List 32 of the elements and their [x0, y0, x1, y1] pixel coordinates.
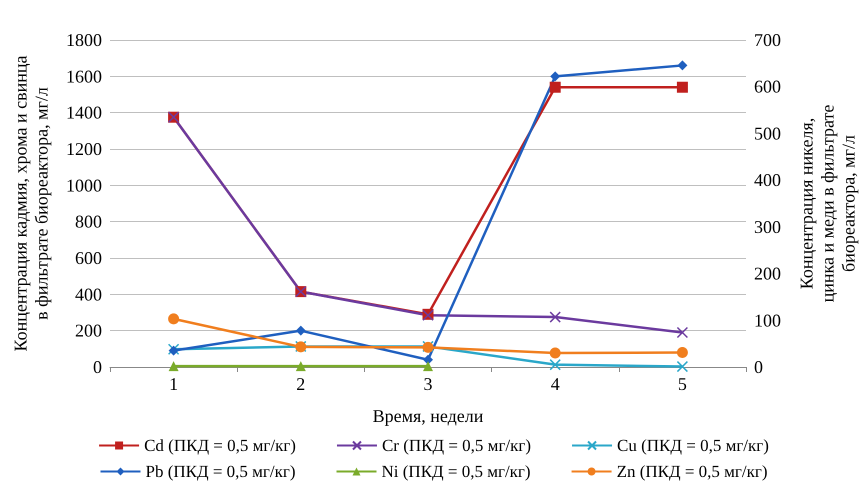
y-tick-label: 800 — [75, 212, 102, 232]
y-tick-label: 1000 — [66, 175, 102, 196]
legend-label: Zn (ПКД = 0,5 мг/кг) — [616, 462, 768, 481]
y2-tick-label: 0 — [754, 357, 763, 377]
x-tick-label: 5 — [678, 374, 687, 394]
y-tick-label: 1600 — [66, 66, 102, 86]
legend-label: Cd (ПКД = 0,5 мг/кг) — [144, 436, 296, 455]
y2-axis-title: Концентрация никеля, цинка и меди в фильтрате биореактора, мг/л — [796, 104, 858, 302]
x-tick-label: 3 — [424, 374, 432, 394]
legend-label: Cu (ПКД = 0,5 мг/кг) — [617, 436, 769, 455]
legend-label: Pb (ПКД = 0,5 мг/кг) — [145, 462, 296, 481]
y2-tick-label: 200 — [754, 264, 781, 284]
legend-label: Cr (ПКД = 0,5 мг/кг) — [382, 436, 532, 455]
y2-tick-label: 300 — [754, 216, 781, 237]
y2-tick-label: 600 — [754, 76, 781, 97]
y-tick-label: 400 — [75, 284, 102, 304]
y-tick-label: 1200 — [66, 139, 102, 159]
y-tick-label: 200 — [75, 320, 102, 341]
x-axis-title: Время, недели — [372, 406, 484, 426]
legend-label: Ni (ПКД = 0,5 мг/кг) — [382, 462, 531, 481]
x-tick-label: 2 — [296, 374, 306, 394]
y2-tick-label: 500 — [754, 123, 781, 144]
y2-tick-label: 700 — [754, 30, 781, 50]
x-tick-label: 4 — [550, 374, 560, 394]
y-tick-label: 1400 — [66, 102, 102, 123]
y2-tick-label: 400 — [754, 170, 781, 190]
y-tick-label: 1800 — [66, 30, 102, 50]
y-axis-title: Концентрация кадмия, хрома и свинца в фильтрате биореактора, мг/л — [10, 56, 52, 352]
x-tick-label: 1 — [169, 374, 178, 394]
y2-tick-label: 100 — [754, 310, 781, 330]
y-tick-label: 600 — [75, 248, 102, 268]
y-tick-label: 0 — [93, 357, 102, 377]
